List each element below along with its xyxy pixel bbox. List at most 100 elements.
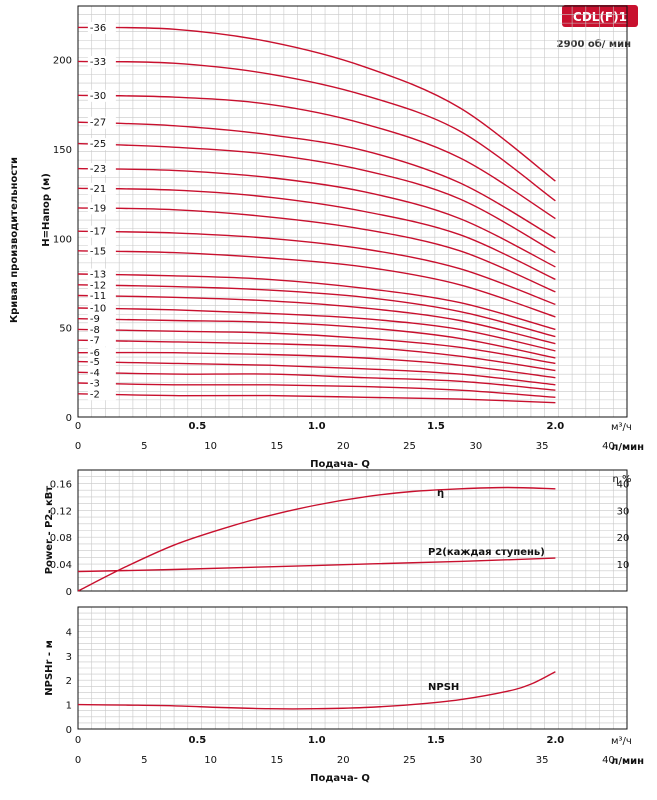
stage-label-bg bbox=[87, 163, 116, 176]
head-curve-stage-11 bbox=[77, 294, 556, 345]
stage-label: -2 bbox=[90, 389, 100, 400]
power-series-label: P2(каждая ступень) bbox=[428, 547, 545, 558]
head-curve-stage-12 bbox=[77, 284, 556, 338]
efficiency-series-label: η bbox=[437, 488, 444, 499]
npsh-x-tick-ls: 1.0 bbox=[308, 735, 326, 746]
head-x-tick-ls: 0 bbox=[75, 421, 81, 432]
efficiency-y-tick: 20 bbox=[617, 533, 630, 544]
stage-label-bg bbox=[87, 279, 116, 292]
npsh-x-tick-m3h: 20 bbox=[337, 755, 350, 766]
head-unit-ls: л/мин bbox=[611, 442, 644, 453]
stage-label-bg bbox=[87, 289, 116, 302]
head-curve-stage-9 bbox=[77, 318, 556, 359]
head-x-tick-m3h: 10 bbox=[204, 441, 217, 452]
npsh-x-tick-m3h: 25 bbox=[403, 755, 416, 766]
stage-label: -30 bbox=[90, 91, 106, 102]
power-curve bbox=[77, 557, 556, 573]
stage-label: -15 bbox=[90, 246, 106, 257]
head-curve-stage-13 bbox=[77, 273, 556, 331]
npsh-x-tick-m3h: 15 bbox=[271, 755, 284, 766]
npsh-grid bbox=[78, 607, 627, 729]
stage-label: -3 bbox=[90, 379, 100, 390]
npsh-unit-m3h: м³/ч bbox=[611, 736, 632, 747]
stage-label: -36 bbox=[90, 23, 106, 34]
stage-label-bg bbox=[87, 116, 116, 129]
npsh-unit-ls: л/мин bbox=[611, 756, 644, 767]
badge-background bbox=[562, 5, 638, 27]
efficiency-y-tick: 10 bbox=[617, 560, 630, 571]
power-y-tick: 0.04 bbox=[50, 560, 72, 571]
stage-label: -5 bbox=[90, 357, 100, 368]
power-grid bbox=[78, 470, 627, 591]
stage-label-bg bbox=[87, 202, 116, 215]
head-x-tick-m3h: 15 bbox=[271, 441, 284, 452]
head-curves: -36-33-30-27-25-23-21-19-17-15-13-12-11-… bbox=[77, 21, 556, 404]
head-curve-stage-17 bbox=[77, 230, 556, 306]
stage-label-bg bbox=[87, 388, 116, 401]
stage-label-bg bbox=[87, 21, 116, 34]
npsh-x-tick-m3h: 5 bbox=[141, 755, 147, 766]
stage-label: -10 bbox=[90, 303, 106, 314]
stage-label: -23 bbox=[90, 164, 106, 175]
head-curve-stage-7 bbox=[77, 339, 556, 372]
efficiency-y-tick: 40 bbox=[617, 479, 630, 490]
model-badge: CDL(F)1 bbox=[573, 10, 627, 24]
npsh-y-tick: 2 bbox=[66, 676, 72, 687]
head-axes: 0 50 100 150 200 0 0.5 1.0 1.5 2.0 0 5 10 15 20 25 30 35 4… bbox=[53, 56, 615, 452]
head-curve-stage-25 bbox=[77, 142, 556, 254]
npsh-y-tick: 0 bbox=[66, 725, 72, 736]
stage-label: -17 bbox=[90, 227, 106, 238]
stage-label: -8 bbox=[90, 325, 100, 336]
npsh-curves bbox=[77, 671, 556, 710]
stage-label: -21 bbox=[90, 184, 106, 195]
npsh-x-tick-ls: 1.5 bbox=[427, 735, 445, 746]
stage-label: -7 bbox=[90, 336, 100, 347]
power-plot-frame bbox=[77, 469, 628, 592]
stage-label: -25 bbox=[90, 139, 106, 150]
head-x-tick-m3h: 25 bbox=[403, 441, 416, 452]
stage-label: -27 bbox=[90, 118, 106, 129]
npsh-series-label: NPSH bbox=[428, 682, 459, 693]
stage-label: -6 bbox=[90, 348, 100, 359]
stage-label-bg bbox=[87, 268, 116, 281]
npsh-curve bbox=[77, 671, 556, 710]
power-axes: 0 0.04 0.08 0.12 0.16 10 20 30 40 bbox=[50, 479, 630, 598]
head-x-tick-ls: 1.5 bbox=[427, 421, 445, 432]
power-y-tick: 0 bbox=[66, 587, 72, 598]
efficiency-y-tick: 30 bbox=[617, 506, 630, 517]
power-curves bbox=[77, 486, 556, 592]
npsh-flow-label: Подача- Q bbox=[310, 773, 370, 784]
head-curve-stage-19 bbox=[77, 207, 556, 293]
head-curve-stage-3 bbox=[77, 382, 556, 398]
head-x-tick-m3h: 0 bbox=[75, 441, 81, 452]
head-x-tick-ls: 2.0 bbox=[547, 421, 565, 432]
stage-label-bg bbox=[87, 334, 116, 347]
stage-label: -9 bbox=[90, 314, 100, 325]
npsh-y-tick: 1 bbox=[66, 701, 72, 712]
npsh-x-tick-ls: 0.5 bbox=[188, 735, 206, 746]
head-curve-stage-23 bbox=[77, 167, 556, 268]
head-curve-stage-10 bbox=[77, 307, 556, 352]
head-x-tick-ls: 1.0 bbox=[308, 421, 326, 432]
npsh-x-tick-m3h: 30 bbox=[469, 755, 482, 766]
head-curve-stage-30 bbox=[77, 94, 556, 220]
npsh-x-tick-m3h: 10 bbox=[204, 755, 217, 766]
npsh-x-tick-ls: 2.0 bbox=[547, 735, 565, 746]
stage-label: -33 bbox=[90, 57, 106, 68]
head-flow-label: Подача- Q bbox=[310, 459, 370, 470]
npsh-y-tick: 3 bbox=[66, 652, 72, 663]
performance-curve-title: Кривая производительности bbox=[9, 157, 20, 323]
stage-label-bg bbox=[87, 225, 116, 238]
stage-label: -19 bbox=[90, 203, 106, 214]
head-x-tick-ls: 0.5 bbox=[188, 421, 206, 432]
stage-label-bg bbox=[87, 323, 116, 336]
npsh-x-tick-ls: 0 bbox=[75, 735, 81, 746]
npsh-x-tick-m3h: 40 bbox=[602, 755, 615, 766]
head-curve-stage-6 bbox=[77, 351, 556, 379]
stage-label: -4 bbox=[90, 368, 100, 379]
head-unit-m3h: м³/ч bbox=[611, 422, 632, 433]
head-x-tick-m3h: 40 bbox=[602, 441, 615, 452]
head-y-tick: 50 bbox=[59, 324, 72, 335]
